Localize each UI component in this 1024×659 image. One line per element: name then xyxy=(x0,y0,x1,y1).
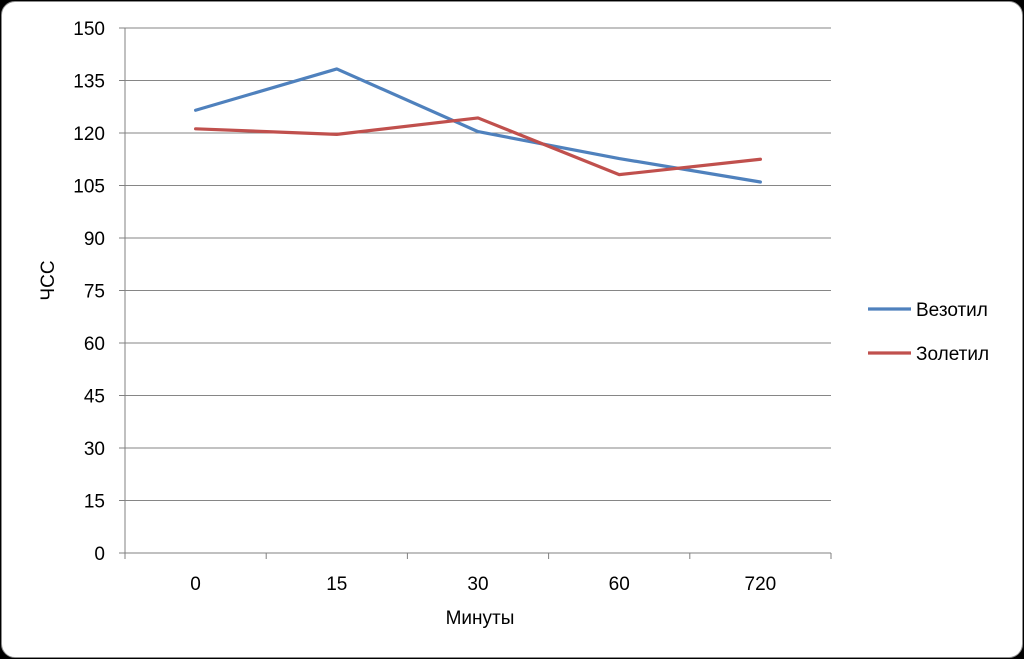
y-axis-ticks: 0 15 30 45 60 75 90 105 120 135 150 xyxy=(73,19,125,565)
y-tick-label: 15 xyxy=(84,492,105,513)
y-tick-label: 30 xyxy=(84,439,105,460)
y-tick-label: 0 xyxy=(94,544,105,565)
series-line-2 xyxy=(194,116,763,177)
y-tick-label: 75 xyxy=(84,282,105,303)
x-tick-label: 720 xyxy=(745,574,777,595)
series-lines xyxy=(194,67,763,184)
series-line-1 xyxy=(194,67,763,184)
x-axis-title: Минуты xyxy=(446,608,515,629)
legend: Везотил Золетил xyxy=(868,300,989,365)
y-tick-label: 150 xyxy=(73,19,105,40)
x-tick-label: 0 xyxy=(190,574,201,595)
y-tick-label: 105 xyxy=(73,177,105,198)
legend-label: Везотил xyxy=(916,300,988,321)
y-tick-label: 120 xyxy=(73,124,105,145)
y-tick-label: 45 xyxy=(84,387,105,408)
x-tick-label: 15 xyxy=(326,574,347,595)
y-tick-label: 135 xyxy=(73,72,105,93)
x-axis-ticks: 0 15 30 60 720 xyxy=(124,553,832,595)
x-tick-label: 30 xyxy=(467,574,488,595)
y-tick-label: 90 xyxy=(84,229,105,250)
x-tick-label: 60 xyxy=(609,574,630,595)
y-axis-title: ЧСС xyxy=(38,260,59,300)
legend-label: Золетил xyxy=(916,344,989,365)
gridlines xyxy=(125,27,831,501)
y-tick-label: 60 xyxy=(84,334,105,355)
